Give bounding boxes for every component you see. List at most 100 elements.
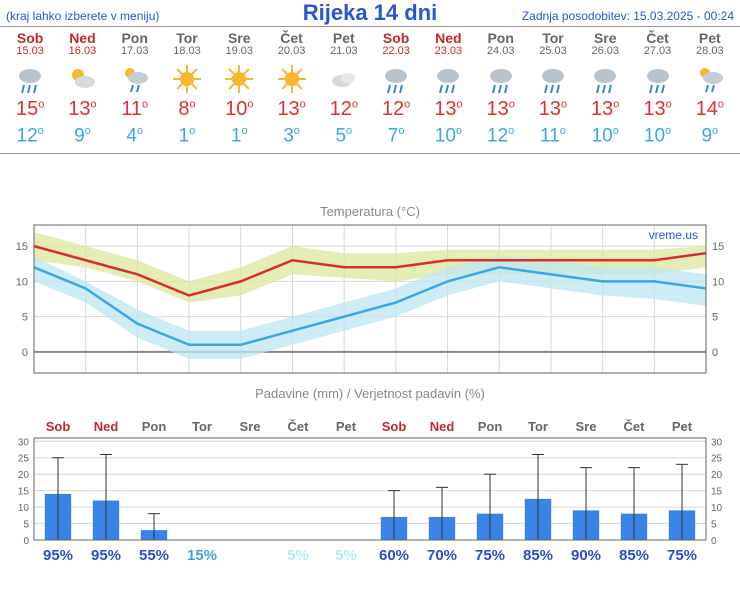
forecast-day[interactable]: Sre 19.03 10o 1o — [213, 30, 265, 147]
day-date: 21.03 — [318, 45, 370, 57]
weather-icon — [579, 62, 631, 96]
weather-icon — [422, 62, 474, 96]
day-date: 16.03 — [56, 45, 108, 57]
temp-low: 10o — [631, 125, 683, 147]
precipitation-chart: 005510101515202025253030 — [0, 434, 740, 544]
temp-low: 5o — [318, 125, 370, 147]
precip-day-label: Ned — [418, 419, 466, 434]
precip-probability: 70% — [418, 547, 466, 564]
temp-high: 13o — [422, 98, 474, 121]
day-name: Sob — [370, 30, 422, 46]
day-name: Čet — [265, 30, 317, 46]
svg-text:10: 10 — [712, 277, 724, 289]
temp-low: 4o — [109, 125, 161, 147]
day-date: 20.03 — [265, 45, 317, 57]
temp-high: 13o — [631, 98, 683, 121]
forecast-day[interactable]: Pet 21.03 12o 5o — [318, 30, 370, 147]
forecast-day[interactable]: Čet 20.03 13o 3o — [265, 30, 317, 147]
svg-text:10: 10 — [711, 503, 723, 514]
temp-low: 10o — [579, 125, 631, 147]
precip-day-label: Sre — [562, 419, 610, 434]
precip-day-label: Pet — [322, 419, 370, 434]
svg-text:5: 5 — [711, 520, 717, 531]
weather-icon — [475, 62, 527, 96]
day-date: 15.03 — [4, 45, 56, 57]
day-date: 22.03 — [370, 45, 422, 57]
day-name: Ned — [56, 30, 108, 46]
precip-day-label: Tor — [514, 419, 562, 434]
temperature-chart: 005510101515vreme.us — [0, 219, 740, 379]
forecast-day[interactable]: Pon 17.03 11o 4o — [109, 30, 161, 147]
temp-high: 15o — [4, 98, 56, 121]
temp-high: 13o — [475, 98, 527, 121]
temp-low: 12o — [4, 125, 56, 147]
weather-icon — [265, 62, 317, 96]
precip-probability: 5% — [322, 547, 370, 564]
precip-day-labels: SobNedPonTorSreČetPetSobNedPonTorSreČetP… — [0, 419, 740, 434]
temp-low: 9o — [56, 125, 108, 147]
forecast-day[interactable]: Tor 18.03 8o 1o — [161, 30, 213, 147]
temp-high: 13o — [527, 98, 579, 121]
temp-low: 7o — [370, 125, 422, 147]
location-hint[interactable]: (kraj lahko izberete v meniju) — [6, 9, 249, 23]
temp-high: 11o — [109, 98, 161, 121]
day-name: Ned — [422, 30, 474, 46]
day-name: Tor — [527, 30, 579, 46]
svg-text:15: 15 — [711, 487, 723, 498]
svg-text:5: 5 — [712, 312, 718, 324]
precip-day-label: Sob — [370, 419, 418, 434]
day-name: Sre — [579, 30, 631, 46]
temp-chart-title: Temperatura (°C) — [0, 204, 740, 219]
temp-low: 3o — [265, 125, 317, 147]
precip-probability: 85% — [610, 547, 658, 564]
day-date: 17.03 — [109, 45, 161, 57]
forecast-day[interactable]: Čet 27.03 13o 10o — [631, 30, 683, 147]
forecast-day[interactable]: Sob 22.03 12o 7o — [370, 30, 422, 147]
forecast-day[interactable]: Tor 25.03 13o 11o — [527, 30, 579, 147]
temp-high: 12o — [370, 98, 422, 121]
forecast-day[interactable]: Ned 16.03 13o 9o — [56, 30, 108, 147]
precip-probability: 15% — [178, 547, 226, 564]
precip-probability: 75% — [658, 547, 706, 564]
day-date: 26.03 — [579, 45, 631, 57]
temp-high: 13o — [579, 98, 631, 121]
svg-text:5: 5 — [23, 520, 29, 531]
precip-probability: 5% — [274, 547, 322, 564]
day-date: 25.03 — [527, 45, 579, 57]
forecast-strip: Sob 15.03 15o 12o Ned 16.03 13o 9o Pon 1… — [0, 27, 740, 154]
svg-text:25: 25 — [18, 454, 30, 465]
temp-high: 14o — [684, 98, 736, 121]
forecast-day[interactable]: Sre 26.03 13o 10o — [579, 30, 631, 147]
forecast-day[interactable]: Pet 28.03 14o 9o — [684, 30, 736, 147]
day-name: Čet — [631, 30, 683, 46]
temp-low: 1o — [213, 125, 265, 147]
day-name: Tor — [161, 30, 213, 46]
precip-day-label: Tor — [178, 419, 226, 434]
svg-text:0: 0 — [23, 536, 29, 544]
weather-icon — [318, 62, 370, 96]
svg-text:0: 0 — [712, 347, 718, 359]
day-date: 23.03 — [422, 45, 474, 57]
last-update: Zadnja posodobitev: 15.03.2025 - 00:24 — [491, 9, 734, 23]
header: (kraj lahko izberete v meniju) Rijeka 14… — [0, 0, 740, 27]
day-name: Pon — [109, 30, 161, 46]
forecast-day[interactable]: Sob 15.03 15o 12o — [4, 30, 56, 147]
precip-day-label: Pon — [466, 419, 514, 434]
day-date: 28.03 — [684, 45, 736, 57]
temp-high: 8o — [161, 98, 213, 121]
temp-high: 10o — [213, 98, 265, 121]
forecast-day[interactable]: Pon 24.03 13o 12o — [475, 30, 527, 147]
svg-text:30: 30 — [711, 438, 723, 449]
weather-icon — [161, 62, 213, 96]
forecast-day[interactable]: Ned 23.03 13o 10o — [422, 30, 474, 147]
precip-probability: 95% — [82, 547, 130, 564]
day-name: Pet — [684, 30, 736, 46]
weather-icon — [631, 62, 683, 96]
precip-chart-title: Padavine (mm) / Verjetnost padavin (%) — [0, 386, 740, 401]
weather-icon — [684, 62, 736, 96]
day-name: Sob — [4, 30, 56, 46]
weather-icon — [109, 62, 161, 96]
precip-probability: 75% — [466, 547, 514, 564]
svg-text:0: 0 — [22, 347, 28, 359]
temp-low: 11o — [527, 125, 579, 147]
